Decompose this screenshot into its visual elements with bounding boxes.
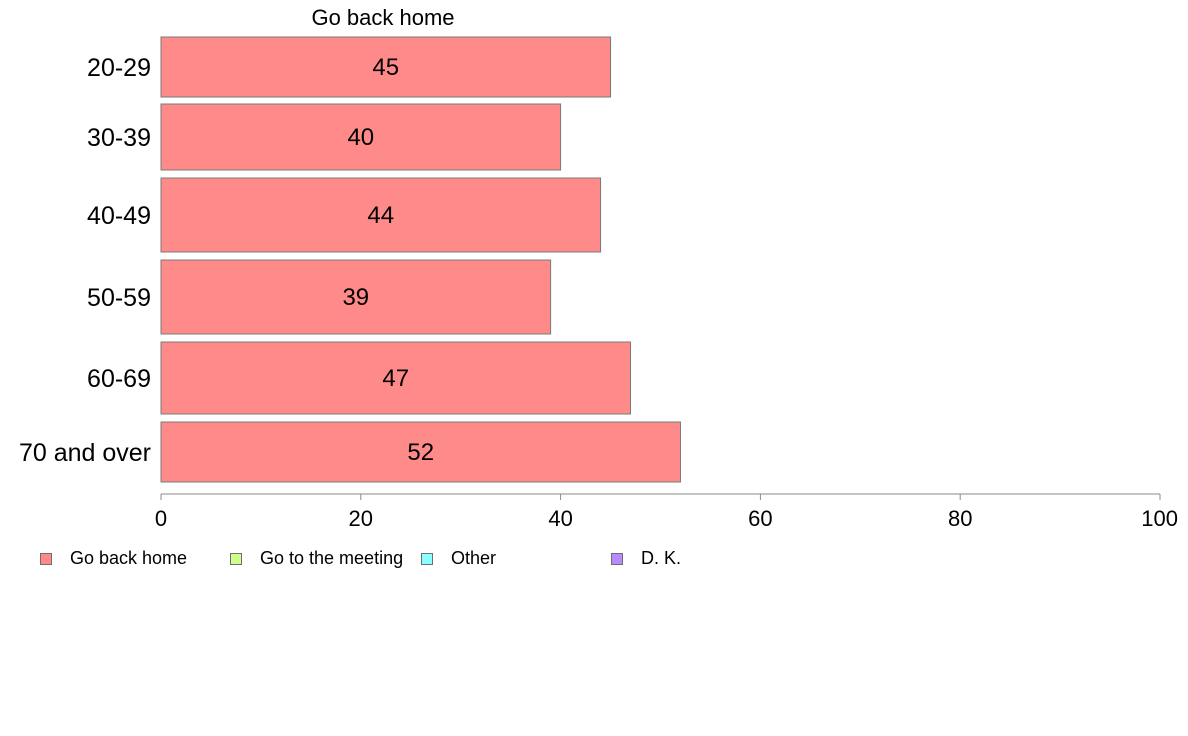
x-tick-label-2: 40: [548, 506, 572, 531]
bar-0: [160, 36, 612, 98]
data-label-3: 39: [342, 284, 369, 311]
bar-3: [160, 259, 552, 335]
bar-1: [160, 103, 562, 171]
category-label-4: 60-69: [87, 365, 151, 393]
bar-5: [160, 421, 681, 483]
legend-label: Go to the meeting: [260, 548, 404, 568]
bars: 45 20-29 40 30-39 44 40-49 39 50-59 47 60-69 52 70 …: [19, 36, 681, 483]
data-label-4: 47: [382, 365, 409, 392]
category-label-2: 40-49: [87, 202, 151, 230]
legend-swatch-go-back-home: [40, 552, 52, 565]
data-label-5: 52: [407, 439, 434, 466]
x-tick-label-1: 20: [349, 506, 373, 531]
legend-item-go-to-the-meeting: Go to the meeting: [230, 548, 403, 569]
legend-swatch-dk: [611, 552, 623, 565]
x-tick-label-4: 80: [948, 506, 972, 531]
legend-item-dk: D. K.: [611, 548, 681, 569]
bar-4: [160, 341, 632, 415]
bar-chart: Go back home 45 20-29 40 30-39 44 40-49 39 50-5…: [19, 5, 1178, 531]
legend-label: Other: [451, 548, 497, 568]
category-label-3: 50-59: [87, 284, 151, 312]
bar-2: [160, 177, 602, 253]
legend-label: Go back home: [70, 548, 188, 568]
chart-title: Go back home: [311, 5, 454, 30]
x-tick-label-0: 0: [155, 506, 167, 531]
legend-swatch-other: [421, 552, 433, 565]
category-label-5: 70 and over: [19, 439, 151, 467]
data-label-1: 40: [347, 124, 374, 151]
x-tick-label-5: 100: [1141, 506, 1178, 531]
x-axis: 0 20 40 60 80 100: [155, 493, 1178, 531]
legend-swatch-go-to-the-meeting: [230, 552, 242, 565]
category-label-0: 20-29: [87, 54, 151, 82]
legend-item-go-back-home: Go back home: [40, 548, 187, 569]
legend-label: D. K.: [641, 548, 682, 568]
legend-item-other: Other: [421, 548, 496, 569]
x-tick-label-3: 60: [748, 506, 772, 531]
category-label-1: 30-39: [87, 124, 151, 152]
data-label-2: 44: [367, 202, 394, 229]
data-label-0: 45: [372, 54, 399, 81]
